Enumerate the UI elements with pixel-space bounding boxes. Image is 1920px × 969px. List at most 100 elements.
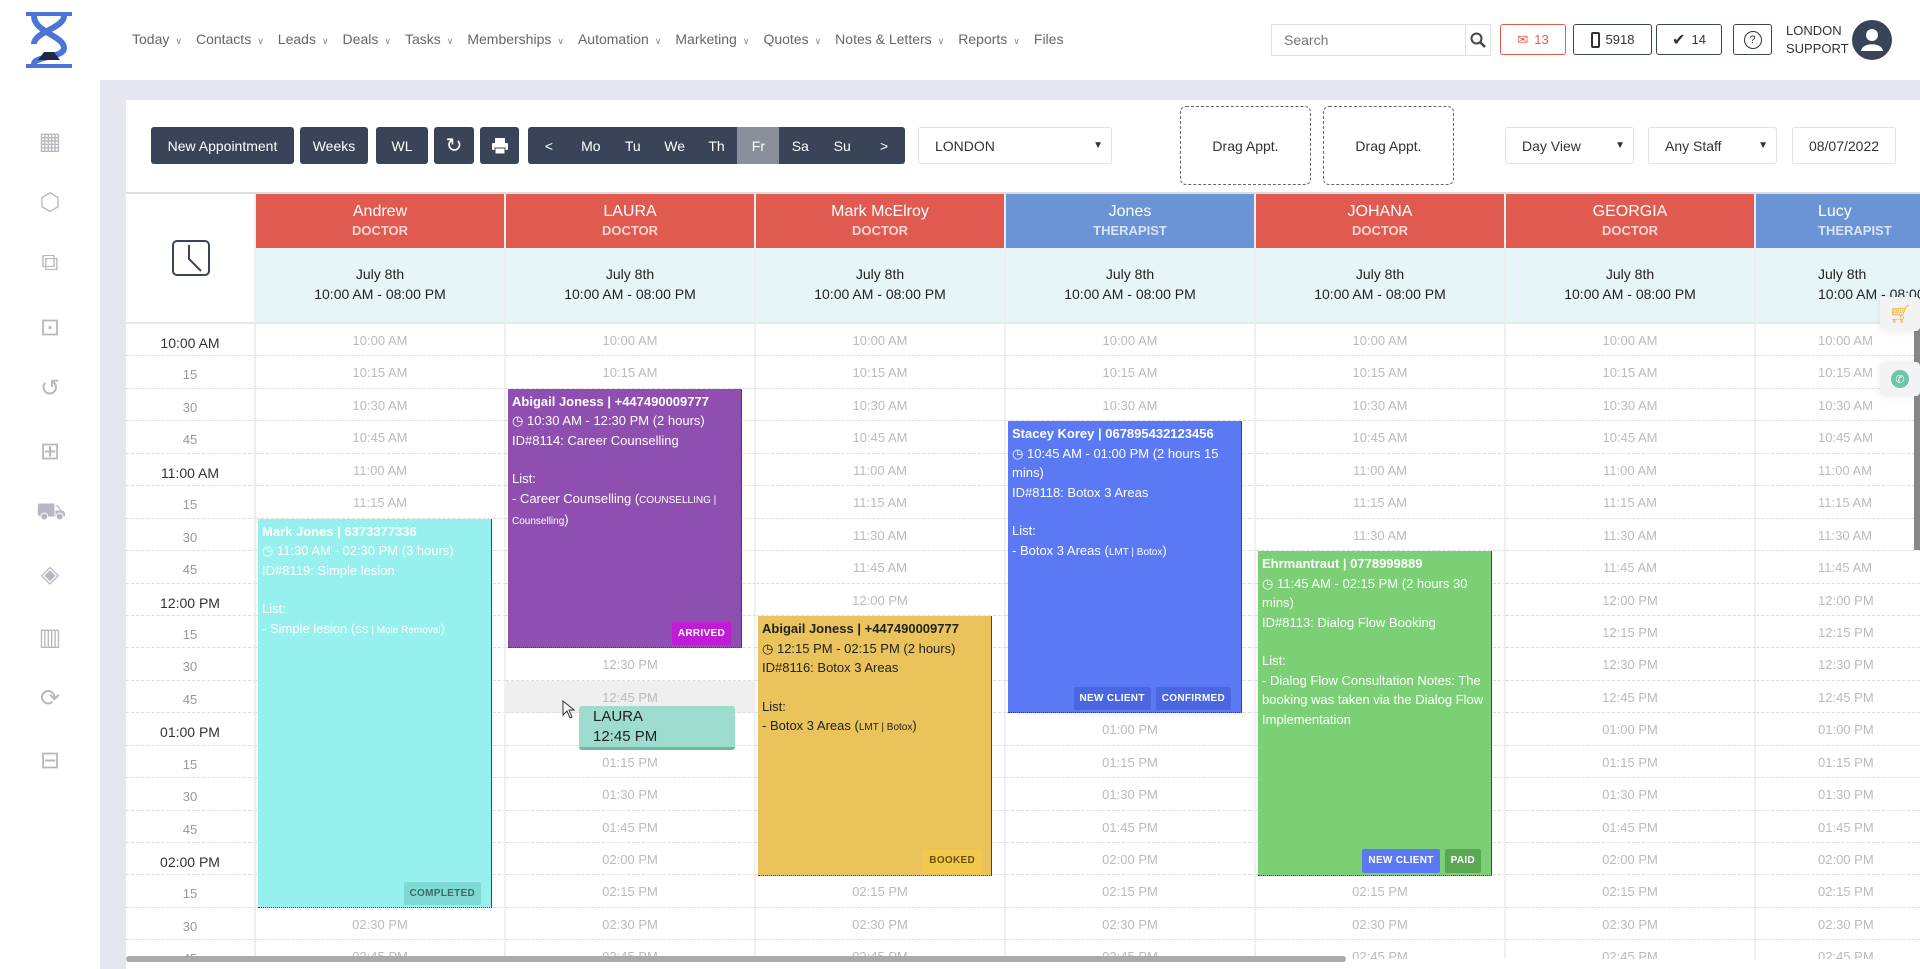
time-slot[interactable]: 12:00 PM [1506,583,1756,616]
staff-select[interactable]: Any Staff ▼ [1648,127,1777,164]
time-slot[interactable]: 02:45 PM [1256,940,1506,959]
time-slot[interactable]: 02:15 PM [1756,875,1920,908]
staff-header[interactable]: LAURA DOCTOR [506,194,756,248]
time-slot[interactable]: 02:45 PM [256,940,506,959]
time-slot[interactable]: 01:00 PM [1506,713,1756,746]
time-slot[interactable]: 02:30 PM [756,907,1006,941]
time-slot[interactable]: 02:15 PM [506,875,756,908]
time-slot[interactable]: 10:30 AM [1756,389,1920,422]
drag-appt-slot[interactable]: Drag Appt. [1323,106,1454,185]
time-slot[interactable]: 11:45 AM [1756,551,1920,584]
appointment-card[interactable]: Mark Jones | 6373377336 ◷ 11:30 AM - 02:… [258,518,492,909]
time-slot[interactable]: 10:15 AM [1506,356,1756,389]
time-slot[interactable]: 10:00 AM [1756,324,1920,357]
tag-icon[interactable]: ◈ [40,561,60,588]
time-slot[interactable]: 02:15 PM [1256,875,1506,908]
time-slot[interactable]: 12:45 PM [1756,681,1920,714]
time-slot[interactable]: 10:15 AM [1006,356,1256,389]
history-icon[interactable]: ↺ [39,375,61,402]
new-appointment-button[interactable]: New Appointment [151,127,294,164]
date-input[interactable]: 08/07/2022 [1792,127,1896,164]
drag-appt-slot[interactable]: Drag Appt. [1180,106,1311,185]
time-slot[interactable]: 10:30 AM [1006,388,1256,422]
cart-icon[interactable]: ⛟ [36,498,67,525]
appointment-card[interactable]: Abigail Joness | +447490009777 ◷ 10:30 A… [508,388,742,649]
time-slot[interactable]: 12:30 PM [506,648,756,681]
time-slot[interactable]: 10:15 AM [1256,356,1506,389]
time-slot[interactable]: 02:30 PM [1756,908,1920,941]
nav-item[interactable]: Quotes ∨ [763,31,821,47]
staff-header[interactable]: GEORGIA DOCTOR [1506,194,1756,248]
help-button[interactable]: ? [1733,24,1772,55]
time-slot[interactable]: 01:45 PM [1756,811,1920,843]
cart-float-button[interactable]: 🛒︎ [1880,297,1920,331]
time-slot[interactable]: 02:45 PM [756,940,1006,959]
time-slot[interactable]: 02:45 PM [506,940,756,959]
time-slot[interactable]: 02:30 PM [256,907,506,941]
day-button[interactable]: Sa [791,137,809,154]
time-slot[interactable]: 02:15 PM [756,875,1006,908]
time-slot[interactable]: 11:00 AM [256,453,506,487]
time-slot[interactable]: 12:00 PM [1756,584,1920,616]
staff-header[interactable]: Jones THERAPIST [1006,194,1256,248]
time-slot[interactable]: 11:30 AM [1256,518,1506,552]
time-slot[interactable]: 10:15 AM [506,356,756,389]
search-button[interactable] [1465,25,1490,55]
day-button[interactable]: Mo [581,137,601,154]
time-slot[interactable]: 01:30 PM [1006,778,1256,811]
time-slot[interactable]: 10:45 AM [1256,421,1506,454]
time-slot[interactable]: 01:15 PM [1506,745,1756,779]
time-slot[interactable]: 11:00 AM [1756,454,1920,487]
next-button[interactable]: > [879,137,889,154]
mail-button[interactable]: ✉ 13 [1500,24,1566,55]
time-slot[interactable]: 10:00 AM [1256,324,1506,357]
time-slot[interactable]: 02:00 PM [1506,843,1756,876]
calendar-icon[interactable]: ▦ [38,128,62,155]
time-slot[interactable]: 02:45 PM [1506,940,1756,959]
time-slot[interactable]: 11:30 AM [1506,518,1756,552]
briefcase-icon[interactable]: ⊟ [39,747,61,774]
time-slot[interactable]: 10:30 AM [756,388,1006,422]
time-slot[interactable]: 10:15 AM [1756,356,1920,389]
time-slot[interactable]: 12:30 PM [1506,648,1756,681]
time-slot[interactable]: 02:45 PM [1756,940,1920,959]
time-slot[interactable]: 10:30 AM [1506,388,1756,422]
time-slot[interactable]: 01:45 PM [506,810,756,843]
phone-button[interactable]: 5918 [1573,24,1652,55]
time-slot[interactable]: 02:15 PM [1506,875,1756,908]
nav-item[interactable]: Memberships ∨ [467,31,564,47]
time-slot[interactable]: 01:30 PM [1506,778,1756,811]
search-input[interactable] [1272,25,1465,55]
appointment-card[interactable]: Stacey Korey | 067895432123456 ◷ 10:45 A… [1008,421,1242,714]
time-slot[interactable]: 12:30 PM [1756,648,1920,681]
time-slot[interactable]: 10:45 AM [756,421,1006,454]
logo-icon[interactable] [24,12,74,68]
nav-item[interactable]: Today ∨ [132,31,182,47]
time-slot[interactable]: 11:15 AM [1506,486,1756,519]
nav-item[interactable]: Marketing ∨ [675,31,749,47]
copy-icon[interactable]: ⧉ [41,249,59,276]
staff-header[interactable]: Mark McElroy DOCTOR [756,194,1006,248]
time-slot[interactable]: 10:00 AM [756,324,1006,357]
time-slot[interactable]: 02:00 PM [1756,843,1920,876]
tasks-button[interactable]: ✔ 14 [1656,24,1722,55]
time-slot[interactable]: 10:00 AM [1506,324,1756,357]
time-slot[interactable]: 02:00 PM [506,843,756,876]
time-slot[interactable]: 12:00 PM [756,583,1006,616]
time-slot[interactable]: 11:15 AM [756,486,1006,519]
time-slot[interactable]: 01:15 PM [1006,745,1256,779]
time-slot[interactable]: 01:30 PM [1756,778,1920,811]
nav-item[interactable]: Automation ∨ [578,31,661,47]
avatar[interactable] [1852,20,1892,60]
time-slot[interactable]: 02:30 PM [506,907,756,941]
time-slot[interactable]: 01:15 PM [506,745,756,779]
nav-item[interactable]: Notes & Letters ∨ [835,31,944,47]
whatsapp-float-button[interactable]: ✆ [1880,362,1920,396]
time-slot[interactable]: 11:30 AM [1756,519,1920,552]
nav-item[interactable]: Tasks ∨ [405,31,453,47]
wl-button[interactable]: WL [376,127,428,164]
user-sync-icon[interactable]: ⟳ [39,685,61,712]
time-slot[interactable]: 11:00 AM [756,453,1006,487]
box-icon[interactable]: ⬡ [39,189,61,216]
staff-header[interactable]: Lucy THERAPIST [1756,194,1920,248]
